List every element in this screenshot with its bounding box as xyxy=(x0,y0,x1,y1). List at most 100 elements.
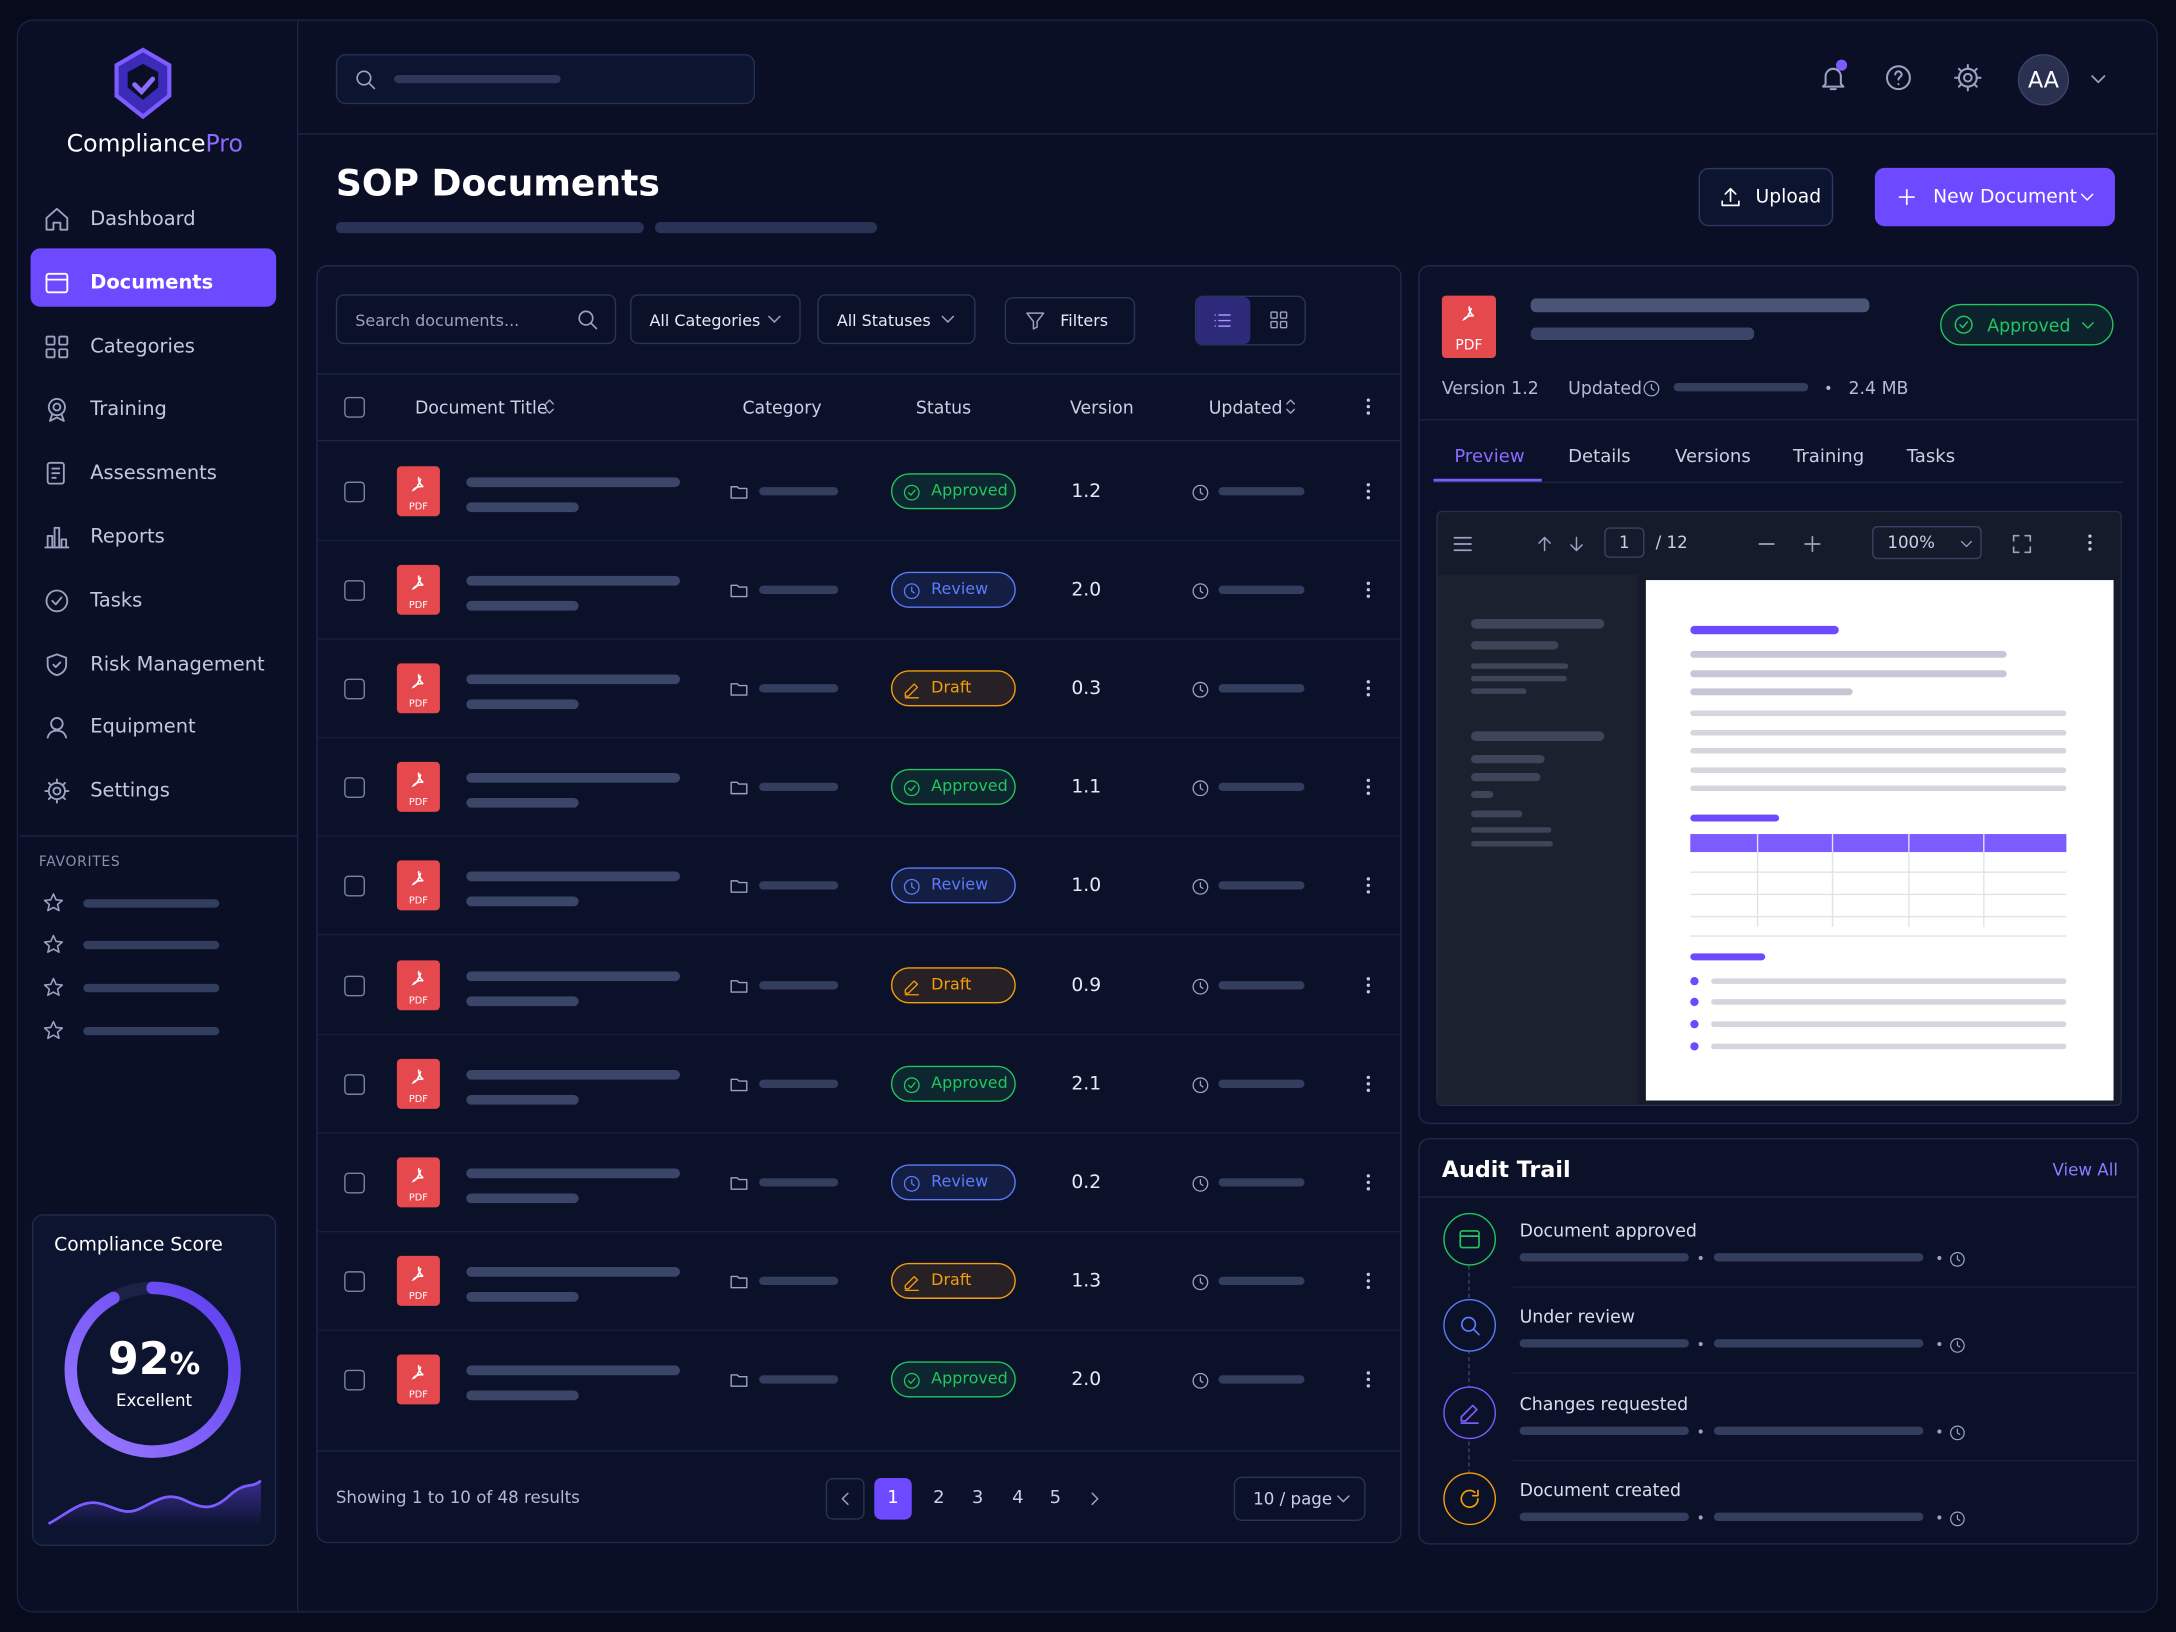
column-header[interactable]: Updated xyxy=(1208,396,1283,418)
upload-label: Upload xyxy=(1755,185,1822,209)
nav-item[interactable]: Assessments xyxy=(90,462,217,485)
nav-item[interactable]: Categories xyxy=(90,335,195,358)
placeholder-bar xyxy=(1530,327,1755,340)
checkbox[interactable] xyxy=(344,876,365,898)
placeholder-bar xyxy=(1218,1375,1305,1384)
nav-item[interactable]: Settings xyxy=(90,780,170,803)
pdf-label: PDF xyxy=(408,994,428,1006)
nav-item[interactable]: Dashboard xyxy=(90,208,196,231)
placeholder-bar xyxy=(1713,1512,1924,1521)
checkbox[interactable] xyxy=(344,1270,365,1292)
svg-part xyxy=(1366,976,1370,993)
checkbox[interactable] xyxy=(344,396,365,418)
pdf-icon xyxy=(396,466,440,517)
checkbox[interactable] xyxy=(344,1073,365,1095)
circle-part xyxy=(1643,380,1660,397)
tab[interactable]: Details xyxy=(1568,446,1631,468)
tab[interactable]: Training xyxy=(1792,446,1865,468)
svg-part xyxy=(1192,1076,1209,1093)
audit-icon xyxy=(1457,1313,1482,1338)
checkbox[interactable] xyxy=(344,777,365,799)
table-col xyxy=(1831,834,1834,928)
placeholder-bar xyxy=(1690,785,2067,792)
row-menu xyxy=(1357,579,1379,601)
page-number[interactable]: 5 xyxy=(1049,1487,1062,1509)
page-number[interactable]: 2 xyxy=(933,1487,945,1509)
tab[interactable]: Tasks xyxy=(1906,446,1956,468)
path-part xyxy=(1199,1178,1204,1186)
path-part xyxy=(51,467,61,480)
nav-item[interactable]: Documents xyxy=(90,271,214,294)
page-number[interactable]: 4 xyxy=(1012,1487,1024,1509)
row-menu xyxy=(1357,1072,1379,1094)
svg-part xyxy=(46,717,68,740)
checkbox[interactable] xyxy=(344,1172,365,1194)
nav-item[interactable]: Training xyxy=(90,398,167,422)
checkbox[interactable] xyxy=(344,481,365,503)
placeholder-bar xyxy=(466,1094,579,1105)
svg-part xyxy=(1192,978,1209,994)
nav-item[interactable]: Equipment xyxy=(90,716,196,739)
status-badge xyxy=(890,769,1016,806)
nav-item[interactable]: Reports xyxy=(90,525,165,549)
path-part xyxy=(1199,783,1204,791)
nav-item[interactable]: Tasks xyxy=(90,589,143,612)
prev-page[interactable] xyxy=(825,1477,865,1520)
placeholder-bar xyxy=(466,773,680,784)
plus-icon xyxy=(1894,185,1919,210)
upload-button[interactable] xyxy=(1698,167,1834,227)
path-part xyxy=(911,1178,915,1186)
filters-label: Filters xyxy=(1060,310,1109,331)
path-part xyxy=(1199,981,1204,989)
page-size[interactable] xyxy=(1233,1476,1366,1521)
version: 1.1 xyxy=(1071,776,1102,799)
circle-part xyxy=(1366,792,1370,796)
pdf-label: PDF xyxy=(408,500,428,513)
svg-part xyxy=(1366,1272,1370,1289)
svg-part xyxy=(1460,1317,1480,1336)
clock-icon xyxy=(1191,1370,1210,1389)
status-label: Approved xyxy=(931,480,1008,500)
search-input[interactable] xyxy=(335,294,617,345)
tab[interactable]: Preview xyxy=(1454,446,1525,468)
filters-button[interactable] xyxy=(1004,296,1136,345)
path-part xyxy=(44,778,70,804)
avatar[interactable] xyxy=(2017,54,2070,106)
clock-icon xyxy=(1191,778,1210,797)
path-part xyxy=(1453,536,1472,552)
view-all[interactable]: View All xyxy=(2052,1160,2118,1180)
svg-part xyxy=(1538,536,1551,552)
circle-part xyxy=(1192,978,1209,994)
checkbox[interactable] xyxy=(344,678,365,700)
checkbox[interactable] xyxy=(344,1369,365,1391)
pdf-icon xyxy=(396,663,440,714)
status-filter-label: All Statuses xyxy=(836,310,931,331)
checkbox[interactable] xyxy=(344,974,365,996)
sort-icon xyxy=(1280,396,1302,418)
circle-part xyxy=(2088,540,2092,545)
placeholder-bar xyxy=(1711,999,2067,1005)
placeholder-bar xyxy=(466,477,680,488)
svg-part xyxy=(1214,314,1231,327)
page-number[interactable]: 3 xyxy=(971,1487,984,1509)
chevron xyxy=(763,308,785,330)
bullet xyxy=(1690,997,1699,1007)
version: 1.2 xyxy=(1071,480,1102,503)
path-part xyxy=(1956,1341,1961,1348)
zoom-select[interactable] xyxy=(1872,525,1982,560)
sort-icon xyxy=(538,396,560,418)
column-header[interactable]: Document Title xyxy=(414,396,548,418)
category-filter[interactable] xyxy=(630,294,801,345)
placeholder-bar xyxy=(1690,710,2067,717)
tab[interactable]: Versions xyxy=(1675,446,1751,468)
status-label: Draft xyxy=(931,1269,972,1289)
path-part xyxy=(1956,1427,1961,1435)
page-number[interactable]: 1 xyxy=(887,1487,899,1509)
more xyxy=(1357,396,1379,418)
status-filter[interactable] xyxy=(817,294,976,345)
view-toggle[interactable] xyxy=(1194,295,1306,346)
table-line xyxy=(1690,935,2067,937)
nav-item[interactable]: Risk Management xyxy=(90,653,265,676)
circle-part xyxy=(50,717,64,731)
checkbox[interactable] xyxy=(344,580,365,602)
